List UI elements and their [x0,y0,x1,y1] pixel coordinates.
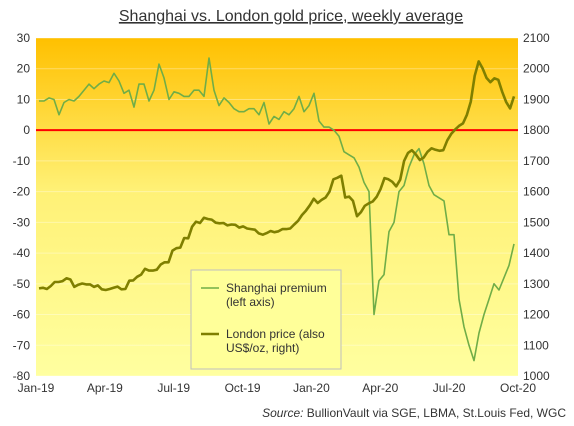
left-tick-label: 20 [17,62,31,76]
left-tick-label: -10 [13,154,31,168]
x-tick-label: Oct-20 [500,381,536,395]
source-note: Source: BullionVault via SGE, LBMA, St.L… [262,406,566,420]
right-tick-label: 1300 [523,277,550,291]
x-tick-label: Oct-19 [225,381,261,395]
left-tick-label: -80 [13,369,31,383]
series-london-price [38,60,516,292]
right-tick-label: 1600 [523,185,550,199]
x-tick-label: Jul-19 [157,381,190,395]
left-tick-label: -40 [13,246,31,260]
right-tick-label: 1500 [523,215,550,229]
legend-label-shanghai-1: Shanghai premium [226,281,327,295]
chart-title: Shanghai vs. London gold price, weekly a… [119,8,463,25]
left-tick-label: 10 [17,92,31,106]
x-tick-label: Jul-20 [433,381,466,395]
right-tick-label: 2100 [523,31,550,45]
x-tick-label: Jan-19 [18,381,55,395]
source-label: Source: [262,406,303,420]
x-tick-label: Apr-20 [362,381,398,395]
legend-label-london-1: London price (also [226,327,325,341]
legend: Shanghai premium (left axis) London pric… [190,269,342,370]
right-tick-label: 1700 [523,154,550,168]
legend-box [190,269,342,370]
x-axis: Jan-19 Apr-19 Jul-19 Oct-19 Jan-20 Apr-20 Jul-… [18,381,537,395]
x-tick-label: Jan-20 [293,381,330,395]
right-tick-label: 1100 [523,338,549,352]
left-tick-label: -30 [13,215,31,229]
left-tick-label: -60 [13,308,31,322]
left-tick-label: 30 [17,31,31,45]
source-text: BullionVault via SGE, LBMA, St.Louis Fed… [303,406,566,420]
right-tick-label: 2000 [523,62,550,76]
right-tick-label: 1000 [523,369,550,383]
x-tick-label: Apr-19 [87,381,123,395]
left-axis: 30 20 10 0 -10 -20 -30 -40 -50 -60 -70 -80 [13,31,31,383]
series-group [38,57,516,362]
legend-label-shanghai-2: (left axis) [226,295,275,309]
left-tick-label: 0 [23,123,30,137]
right-tick-label: 1200 [523,308,550,322]
left-tick-label: -50 [13,277,31,291]
legend-label-london-2: US$/oz, right) [226,341,299,355]
left-tick-label: -20 [13,185,31,199]
right-tick-label: 1800 [523,123,550,137]
series-shanghai-premium [39,57,515,362]
right-tick-label: 1900 [523,92,550,106]
right-axis: 2100 2000 1900 1800 1700 1600 1500 1400 1300 1200… [523,31,550,383]
right-tick-label: 1400 [523,246,550,260]
left-tick-label: -70 [13,338,31,352]
